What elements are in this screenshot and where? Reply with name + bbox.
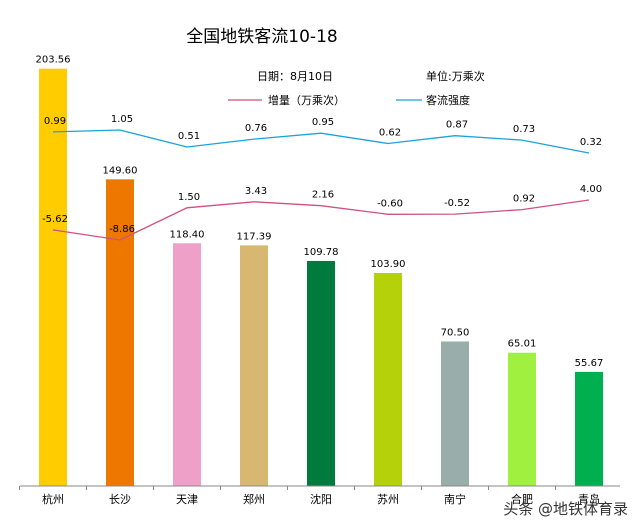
line-label-0-4: 2.16 bbox=[312, 190, 334, 201]
legend-intensity-label: 客流强度 bbox=[426, 93, 470, 107]
line-label-1-1: 1.05 bbox=[111, 114, 133, 125]
bar-6 bbox=[441, 341, 469, 486]
line-label-0-6: -0.52 bbox=[444, 198, 470, 209]
unit-label: 单位:万乘次 bbox=[426, 69, 485, 83]
bar-value-label-7: 65.01 bbox=[508, 339, 537, 350]
line-label-1-5: 0.62 bbox=[379, 128, 401, 139]
bar-value-label-4: 109.78 bbox=[304, 247, 339, 258]
line-label-0-0: -5.62 bbox=[42, 214, 68, 225]
x-tick-label-0: 杭州 bbox=[42, 492, 64, 506]
x-tick-label-6: 南宁 bbox=[444, 492, 466, 506]
bar-8 bbox=[575, 371, 603, 486]
bar-4 bbox=[307, 260, 335, 486]
chart-title: 全国地铁客流10-18 bbox=[186, 27, 337, 47]
bar-value-label-2: 118.40 bbox=[170, 229, 205, 240]
bar-7 bbox=[508, 352, 536, 486]
line-series-0 bbox=[52, 199, 590, 241]
line-label-1-7: 0.73 bbox=[513, 124, 535, 135]
labels-layer: 203.56 149.60 118.40 117.39 109.78 103.90 70.5… bbox=[36, 55, 604, 369]
x-axis-ticks: 杭州 长沙 天津 郑州 沈阳 苏州 南宁 合肥 青岛 bbox=[19, 486, 600, 506]
x-tick-label-3: 郑州 bbox=[243, 492, 265, 506]
x-tick-label-7: 合肥 bbox=[511, 492, 533, 506]
x-tick-label-4: 沈阳 bbox=[310, 492, 332, 506]
line-label-1-3: 0.76 bbox=[245, 123, 267, 134]
bar-value-label-3: 117.39 bbox=[237, 231, 272, 242]
bars-layer bbox=[39, 68, 603, 487]
lines-layer bbox=[52, 129, 590, 241]
bar-3 bbox=[240, 245, 268, 486]
bar-value-label-1: 149.60 bbox=[103, 165, 138, 176]
line-label-0-7: 0.92 bbox=[513, 194, 535, 205]
legend-increment-label: 增量（万乘次） bbox=[268, 93, 345, 107]
x-tick-label-2: 天津 bbox=[176, 493, 198, 506]
x-tick-label-5: 苏州 bbox=[377, 493, 399, 506]
line-label-1-8: 0.32 bbox=[580, 137, 602, 148]
watermark: 头条 @地铁体育录 bbox=[503, 500, 628, 518]
line-label-1-0: 0.99 bbox=[44, 116, 66, 127]
line-label-0-2: 1.50 bbox=[178, 192, 200, 203]
line-label-0-5: -0.60 bbox=[377, 198, 403, 209]
line-label-0-3: 3.43 bbox=[245, 186, 267, 197]
bar-value-label-5: 103.90 bbox=[371, 259, 406, 270]
line-label-1-4: 0.95 bbox=[312, 117, 334, 128]
bar-2 bbox=[173, 243, 201, 486]
line-label-1-2: 0.51 bbox=[178, 131, 200, 142]
bar-value-label-0: 203.56 bbox=[36, 55, 71, 66]
x-tick-label-8: 青岛 bbox=[578, 492, 600, 506]
line-label-1-6: 0.87 bbox=[446, 120, 468, 131]
date-label: 日期：8月10日 bbox=[257, 70, 333, 83]
bar-value-label-6: 70.50 bbox=[441, 327, 470, 338]
x-tick-label-1: 长沙 bbox=[109, 493, 131, 506]
bar-1 bbox=[106, 179, 134, 486]
bar-value-label-8: 55.67 bbox=[575, 358, 604, 369]
line-series-1 bbox=[52, 129, 590, 154]
line-label-0-1: -8.86 bbox=[109, 224, 135, 235]
bar-0 bbox=[39, 68, 67, 487]
bar-5 bbox=[374, 273, 402, 486]
legend: 增量（万乘次） 客流强度 bbox=[228, 93, 470, 107]
line-label-0-8: 4.00 bbox=[580, 184, 602, 195]
